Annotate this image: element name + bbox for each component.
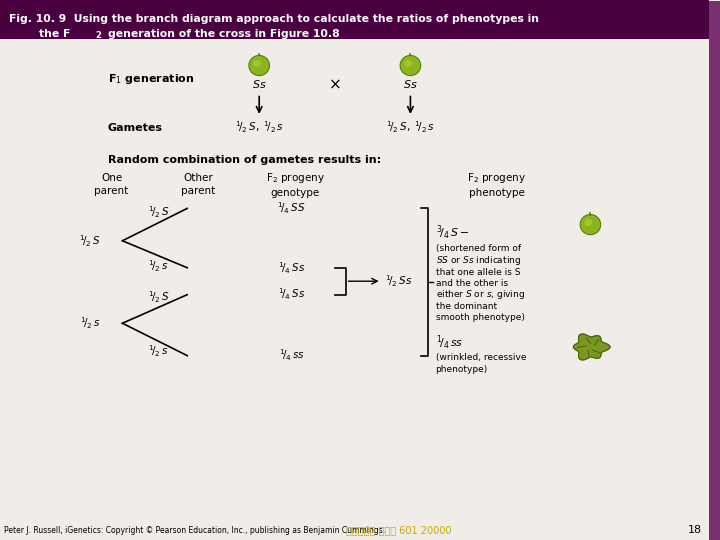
- Text: (wrinkled, recessive: (wrinkled, recessive: [436, 353, 526, 362]
- Text: Peter J. Russell, iGenetics: Copyright © Pearson Education, Inc., publishing as : Peter J. Russell, iGenetics: Copyright ©…: [4, 526, 384, 535]
- Text: $^1\!/_2\,s$: $^1\!/_2\,s$: [80, 315, 101, 331]
- Text: $^1\!/_2\,Ss$: $^1\!/_2\,Ss$: [385, 273, 413, 289]
- Text: $\times$: $\times$: [328, 77, 341, 92]
- Text: phenotype): phenotype): [436, 364, 488, 374]
- Text: One
parent: One parent: [94, 173, 129, 195]
- Text: $^1\!/_4\,SS$: $^1\!/_4\,SS$: [277, 201, 306, 216]
- Text: $^1\!/_2\,S$: $^1\!/_2\,S$: [148, 289, 169, 305]
- Text: $^1\!/_2\,S,\;^1\!/_2\,s$: $^1\!/_2\,S,\;^1\!/_2\,s$: [235, 120, 284, 136]
- Text: F$_1$ generation: F$_1$ generation: [108, 72, 194, 86]
- Text: $^1\!/_4\,Ss$: $^1\!/_4\,Ss$: [278, 287, 305, 302]
- FancyBboxPatch shape: [0, 0, 709, 38]
- Text: $^1\!/_2\,S,\;^1\!/_2\,s$: $^1\!/_2\,S,\;^1\!/_2\,s$: [386, 120, 435, 136]
- Text: $^3\!/_4\,S-$: $^3\!/_4\,S-$: [436, 224, 469, 242]
- Text: Fig. 10. 9  Using the branch diagram approach to calculate the ratios of phenoty: Fig. 10. 9 Using the branch diagram appr…: [9, 14, 539, 24]
- Text: generation of the cross in Figure 10.8: generation of the cross in Figure 10.8: [108, 29, 340, 39]
- Text: $^1\!/_4\,ss$: $^1\!/_4\,ss$: [436, 334, 463, 353]
- Text: that one allele is S: that one allele is S: [436, 267, 520, 276]
- Ellipse shape: [404, 60, 412, 67]
- Ellipse shape: [585, 219, 593, 226]
- Ellipse shape: [580, 214, 600, 235]
- Text: $^1\!/_2\,s$: $^1\!/_2\,s$: [148, 344, 168, 359]
- Text: Random combination of gametes results in:: Random combination of gametes results in…: [108, 155, 381, 165]
- Text: $^1\!/_2\,S$: $^1\!/_2\,S$: [148, 205, 169, 220]
- Ellipse shape: [400, 56, 420, 76]
- Text: $SS$ or $Ss$ indicating: $SS$ or $Ss$ indicating: [436, 254, 521, 267]
- Text: $^1\!/_4\,ss$: $^1\!/_4\,ss$: [279, 348, 305, 363]
- Text: the F: the F: [9, 29, 70, 39]
- Text: the dominant: the dominant: [436, 301, 497, 310]
- Text: 2: 2: [95, 31, 101, 40]
- Text: F$_2$ progeny
phenotype: F$_2$ progeny phenotype: [467, 171, 526, 198]
- Text: Gametes: Gametes: [108, 123, 163, 132]
- Text: $Ss$: $Ss$: [403, 78, 418, 90]
- Text: smooth phenotype): smooth phenotype): [436, 313, 524, 322]
- Ellipse shape: [253, 60, 261, 67]
- FancyBboxPatch shape: [709, 1, 720, 540]
- Text: $Ss$: $Ss$: [252, 78, 266, 90]
- Text: 台大農藝系 遺傳學 601 20000: 台大農藝系 遺傳學 601 20000: [346, 525, 451, 535]
- Text: F$_2$ progeny
genotype: F$_2$ progeny genotype: [266, 171, 325, 198]
- Ellipse shape: [249, 56, 269, 76]
- Text: (shortened form of: (shortened form of: [436, 244, 521, 253]
- Text: $^1\!/_4\,Ss$: $^1\!/_4\,Ss$: [278, 260, 305, 275]
- Text: $^1\!/_2\,s$: $^1\!/_2\,s$: [148, 259, 168, 274]
- Text: Other
parent: Other parent: [181, 173, 215, 195]
- Text: 18: 18: [688, 525, 702, 535]
- Text: and the other is: and the other is: [436, 279, 508, 288]
- Polygon shape: [574, 334, 610, 360]
- Text: either $S$ or $s$, giving: either $S$ or $s$, giving: [436, 288, 525, 301]
- Text: $^1\!/_2\,S$: $^1\!/_2\,S$: [79, 233, 101, 248]
